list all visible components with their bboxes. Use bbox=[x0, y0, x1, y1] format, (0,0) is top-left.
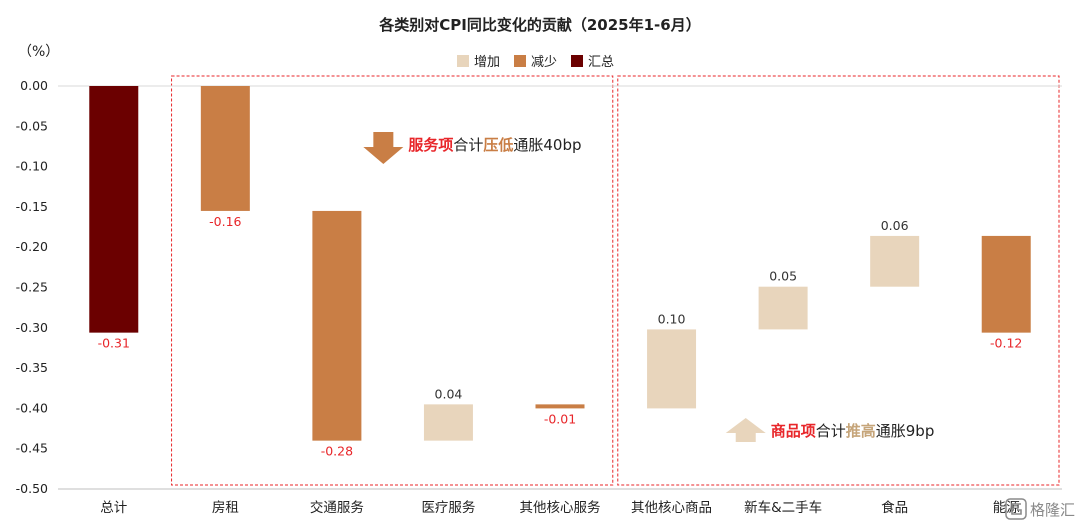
annotation-text: 商品项合计推高通胀9bp bbox=[771, 422, 935, 440]
bar bbox=[200, 86, 250, 211]
watermark: 格隆汇 bbox=[1005, 498, 1075, 520]
watermark-logo-icon bbox=[1005, 498, 1027, 520]
bar bbox=[647, 329, 697, 409]
group-box-goods bbox=[617, 75, 1060, 486]
x-tick-label: 食品 bbox=[881, 499, 908, 516]
legend: 增加 减少 汇总 bbox=[457, 55, 614, 70]
y-axis: 0.00 -0.05 -0.10 -0.15 -0.20 -0.25 -0.30 -0.35 -… bbox=[16, 78, 1062, 496]
bar bbox=[312, 210, 362, 441]
group-box-services bbox=[171, 75, 614, 486]
y-tick-label: -0.20 bbox=[16, 239, 48, 254]
data-label: -0.28 bbox=[321, 444, 353, 459]
bar bbox=[423, 404, 473, 441]
legend-swatch bbox=[571, 55, 583, 67]
data-label: 0.06 bbox=[881, 218, 909, 233]
annotation-segment: 通胀40bp bbox=[513, 136, 581, 154]
legend-label: 增加 bbox=[474, 55, 500, 70]
data-labels: -0.31 -0.16 -0.28 0.04 -0.01 0.10 0.05 0.06 -0.1… bbox=[98, 214, 1023, 459]
annotation-segment: 商品项 bbox=[771, 422, 816, 440]
x-tick-label: 医疗服务 bbox=[421, 500, 475, 516]
bar bbox=[870, 235, 920, 287]
x-tick-label: 其他核心服务 bbox=[520, 500, 601, 516]
data-label: -0.16 bbox=[209, 214, 241, 229]
y-tick-label: -0.25 bbox=[16, 280, 48, 295]
bar bbox=[535, 404, 585, 409]
x-tick-label: 房租 bbox=[212, 500, 239, 516]
x-axis-labels: 总计 房租 交通服务 医疗服务 其他核心服务 其他核心商品 新车&二手车 食品 能源 bbox=[100, 499, 1020, 516]
y-tick-label: -0.50 bbox=[16, 481, 48, 496]
annotation-segment: 压低 bbox=[483, 136, 513, 154]
y-tick-label: -0.30 bbox=[16, 320, 48, 335]
annotation-segment: 通胀9bp bbox=[876, 422, 935, 440]
legend-swatch bbox=[457, 55, 469, 67]
bar bbox=[89, 86, 139, 333]
data-label: -0.12 bbox=[990, 336, 1022, 351]
legend-label: 汇总 bbox=[588, 55, 614, 70]
y-tick-label: -0.35 bbox=[16, 360, 48, 375]
x-tick-label: 交通服务 bbox=[310, 499, 364, 516]
data-label: 0.04 bbox=[435, 386, 463, 401]
annotation-goods: 商品项合计推高通胀9bp bbox=[725, 418, 935, 442]
y-tick-label: -0.45 bbox=[16, 441, 48, 456]
x-tick-label: 其他核心商品 bbox=[631, 500, 712, 516]
y-tick-label: -0.15 bbox=[16, 199, 48, 214]
data-label: -0.01 bbox=[544, 411, 576, 426]
group-boxes bbox=[171, 75, 1060, 486]
x-tick-label: 总计 bbox=[100, 500, 127, 516]
annotation-segment: 服务项 bbox=[408, 136, 453, 154]
annotation-text: 服务项合计压低通胀40bp bbox=[408, 136, 581, 154]
annotation-segment: 合计 bbox=[816, 422, 846, 440]
chart-title: 各类别对CPI同比变化的贡献（2025年1-6月） bbox=[378, 16, 700, 34]
watermark-text: 格隆汇 bbox=[1030, 501, 1075, 519]
bars bbox=[89, 86, 1031, 441]
legend-label: 减少 bbox=[531, 55, 557, 70]
down-arrow-icon bbox=[363, 132, 404, 164]
data-label: -0.31 bbox=[98, 336, 130, 351]
bar bbox=[981, 235, 1031, 333]
up-arrow-icon bbox=[725, 418, 766, 442]
bar bbox=[758, 286, 808, 330]
x-tick-label: 新车&二手车 bbox=[744, 499, 822, 516]
data-label: 0.05 bbox=[769, 269, 797, 284]
y-tick-label: -0.40 bbox=[16, 400, 48, 415]
y-unit-label: （%） bbox=[18, 44, 59, 60]
data-label: 0.10 bbox=[658, 311, 686, 326]
legend-swatch bbox=[514, 55, 526, 67]
annotation-segment: 推高 bbox=[846, 422, 876, 440]
y-tick-label: -0.10 bbox=[16, 159, 48, 174]
annotation-segment: 合计 bbox=[453, 136, 483, 154]
y-tick-label: 0.00 bbox=[20, 78, 48, 93]
y-tick-label: -0.05 bbox=[16, 118, 48, 133]
annotation-services: 服务项合计压低通胀40bp bbox=[363, 132, 582, 164]
